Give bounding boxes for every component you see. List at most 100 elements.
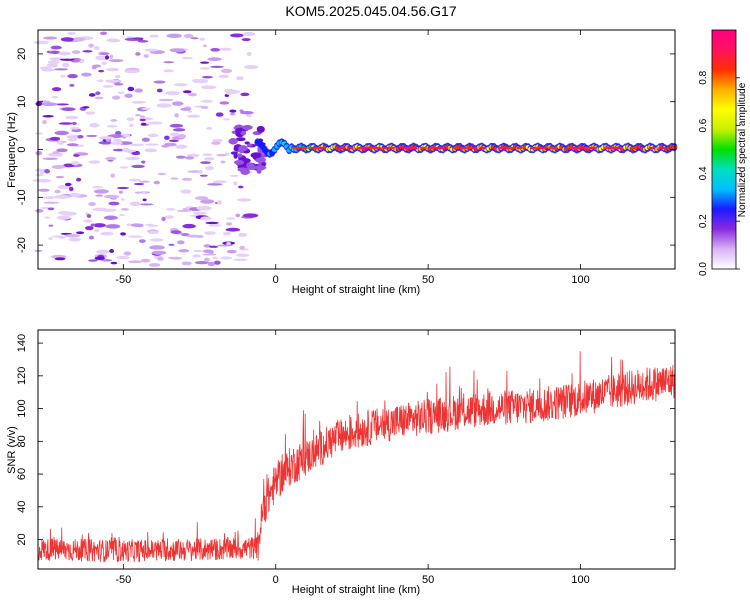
snr-y-tick-label: 120 bbox=[16, 367, 28, 385]
snr-x-label: Height of straight line (km) bbox=[292, 584, 420, 596]
noise-cell bbox=[136, 223, 144, 228]
noise-cell bbox=[182, 90, 192, 94]
noise-cell bbox=[47, 60, 60, 65]
noise-cell bbox=[219, 101, 230, 105]
noise-cell bbox=[110, 119, 118, 122]
line-peak bbox=[370, 146, 377, 150]
noise-cell bbox=[54, 257, 66, 261]
noise-cell bbox=[148, 224, 159, 227]
noise-cell bbox=[229, 109, 237, 113]
noise-cell bbox=[42, 114, 54, 118]
noise-cell bbox=[91, 186, 104, 189]
noise-cell bbox=[62, 62, 70, 68]
noise-cell bbox=[114, 74, 121, 79]
noise-cell bbox=[100, 231, 114, 236]
snr-x-tick-label: 0 bbox=[273, 574, 279, 586]
noise-cell bbox=[141, 137, 150, 142]
noise-cell bbox=[105, 156, 117, 161]
spectrogram-y-tick-label: 20 bbox=[16, 48, 28, 60]
noise-cell bbox=[201, 85, 217, 90]
noise-cell bbox=[190, 37, 199, 40]
noise-cell bbox=[77, 135, 84, 139]
noise-cell bbox=[169, 48, 185, 53]
noise-cell bbox=[183, 33, 194, 39]
line-peak bbox=[388, 146, 395, 150]
noise-cell bbox=[156, 103, 172, 108]
noise-cell bbox=[111, 95, 121, 100]
noise-cell bbox=[43, 201, 60, 204]
noise-cell bbox=[220, 256, 233, 260]
line-core bbox=[671, 144, 677, 150]
line-peak bbox=[361, 146, 368, 150]
line-peak bbox=[347, 146, 354, 150]
noise-cell bbox=[161, 216, 166, 222]
noise-cell bbox=[199, 67, 211, 70]
noise-cell bbox=[82, 50, 93, 53]
noise-cell bbox=[218, 47, 232, 51]
noise-cell bbox=[238, 145, 248, 152]
noise-cell bbox=[128, 260, 143, 264]
noise-cell bbox=[49, 136, 61, 141]
snr-series-line bbox=[37, 351, 676, 563]
noise-cell bbox=[205, 165, 215, 171]
noise-cell bbox=[236, 76, 244, 81]
noise-cell bbox=[54, 189, 61, 194]
noise-cell bbox=[250, 152, 262, 159]
line-peak bbox=[466, 146, 473, 150]
noise-cell bbox=[100, 259, 113, 262]
noise-cell bbox=[89, 123, 100, 128]
line-peak bbox=[452, 146, 459, 150]
noise-cell bbox=[153, 180, 161, 185]
noise-cell bbox=[43, 196, 56, 200]
noise-cell bbox=[88, 43, 94, 48]
snr-y-tick-label: 40 bbox=[16, 501, 28, 513]
noise-cell bbox=[236, 253, 250, 257]
noise-cell bbox=[139, 115, 145, 118]
noise-cell bbox=[202, 153, 213, 157]
noise-cell bbox=[246, 162, 255, 169]
noise-cell bbox=[103, 194, 120, 199]
noise-cell bbox=[237, 153, 243, 158]
noise-cell bbox=[256, 125, 265, 133]
noise-cell bbox=[237, 185, 244, 189]
noise-cell bbox=[118, 213, 126, 216]
colorbar-label: Normalized spectral amplitude bbox=[737, 82, 748, 217]
noise-cell bbox=[187, 110, 193, 113]
line-peak bbox=[310, 146, 317, 150]
noise-cell bbox=[144, 143, 160, 146]
line-peak bbox=[580, 146, 587, 150]
noise-cell bbox=[44, 169, 51, 174]
noise-cell bbox=[140, 190, 148, 194]
noise-cell bbox=[42, 157, 58, 160]
noise-cell bbox=[204, 157, 215, 161]
noise-cell bbox=[149, 34, 160, 38]
noise-cell bbox=[59, 58, 75, 61]
noise-cell bbox=[110, 261, 118, 265]
line-peak bbox=[479, 146, 486, 150]
noise-cell bbox=[235, 137, 246, 142]
noise-cell bbox=[124, 69, 141, 74]
noise-cell bbox=[66, 143, 79, 147]
colorbar-tick-label: 0.8 bbox=[698, 70, 709, 84]
colorbar: 0.0 0.2 0.4 0.6 0.8 Normalized spectral ampl… bbox=[698, 29, 748, 276]
noise-cell bbox=[153, 80, 166, 84]
noise-cell bbox=[86, 134, 98, 138]
noise-cell bbox=[207, 57, 222, 62]
noise-cell bbox=[230, 33, 244, 38]
noise-cell bbox=[94, 228, 100, 233]
noise-cell bbox=[212, 138, 223, 143]
line-peak bbox=[434, 146, 441, 150]
noise-cell bbox=[169, 132, 181, 137]
noise-cell bbox=[127, 235, 143, 238]
noise-cell bbox=[181, 56, 193, 60]
spectrogram-y-label: Frequency (Hz) bbox=[6, 112, 18, 188]
noise-cell bbox=[41, 102, 58, 107]
noise-cell bbox=[164, 135, 170, 140]
noise-cell bbox=[103, 215, 118, 220]
noise-cell bbox=[37, 188, 50, 192]
noise-cell bbox=[54, 68, 69, 71]
noise-cell bbox=[131, 100, 146, 104]
snr-frame bbox=[37, 329, 676, 570]
line-peak bbox=[502, 146, 509, 150]
